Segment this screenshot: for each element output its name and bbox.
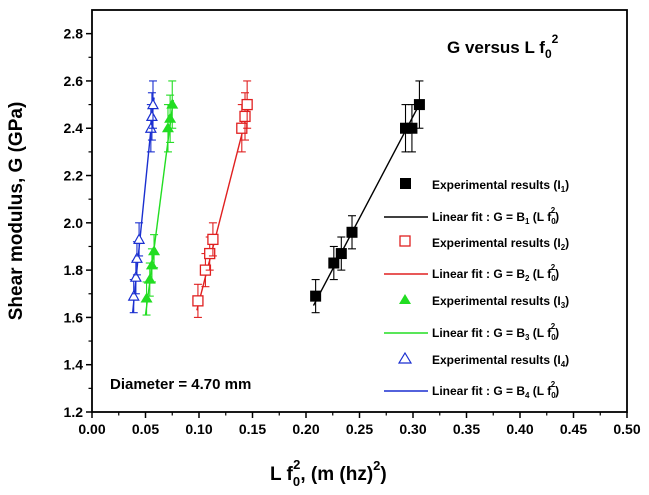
data-point-series-2-6 — [241, 98, 253, 111]
legend-fit-label-series-1: Linear fit : G = B1 (L f02) — [432, 206, 559, 226]
data-point-series-2-3 — [207, 233, 219, 246]
data-point-series-4-1 — [129, 270, 142, 282]
y-tick-label-2: 1.6 — [64, 309, 84, 325]
data-point-series-1-4 — [400, 122, 412, 134]
data-point-series-4-5 — [145, 110, 158, 122]
y-tick-label-1: 1.4 — [64, 357, 84, 373]
y-tick-label-8: 2.8 — [64, 26, 84, 42]
legend-label-series-2: Experimental results (I2) — [432, 236, 569, 252]
legend-marker-series-3 — [399, 294, 411, 304]
x-tick-label-7: 0.35 — [453, 421, 480, 437]
chart-title: G versus L f02 — [447, 32, 559, 61]
x-tick-label-6: 0.30 — [399, 421, 426, 437]
x-tick-label-1: 0.05 — [132, 421, 159, 437]
fit-line-series-1 — [312, 101, 422, 306]
data-point-series-4-3 — [133, 233, 146, 244]
x-tick-label-8: 0.40 — [506, 421, 533, 437]
diameter-annotation: Diameter = 4.70 mm — [110, 376, 251, 393]
legend: Experimental results (I1) Linear fit : G… — [384, 178, 569, 400]
data-point-series-2-5 — [239, 110, 251, 123]
data-point-series-1-2 — [335, 248, 347, 260]
data-point-series-4-2 — [130, 252, 143, 263]
data-point-series-3-3 — [148, 245, 161, 256]
y-tick-label-5: 2.2 — [64, 168, 84, 184]
data-point-series-4-0 — [127, 289, 140, 301]
data-point-series-3-6 — [166, 98, 179, 109]
y-tick-label-4: 2.0 — [64, 215, 84, 231]
x-tick-label-4: 0.20 — [292, 421, 319, 437]
legend-fit-label-series-4: Linear fit : G = B4 (L f02) — [432, 380, 559, 400]
x-tick-label-0: 0.00 — [78, 421, 105, 437]
y-axis-label: Shear modulus, G (GPa) — [6, 102, 27, 321]
y-tick-label-7: 2.6 — [64, 73, 84, 89]
x-tick-label-2: 0.10 — [185, 421, 212, 437]
data-point-series-1-1 — [328, 257, 340, 269]
data-point-series-3-1 — [143, 273, 156, 284]
legend-marker-series-2 — [399, 235, 411, 247]
data-point-series-3-2 — [145, 259, 158, 270]
data-point-series-3-4 — [161, 122, 174, 133]
y-tick-label-6: 2.4 — [64, 120, 84, 136]
data-point-series-2-0 — [192, 295, 204, 307]
data-point-series-3-5 — [164, 112, 177, 123]
x-tick-label-3: 0.15 — [239, 421, 266, 437]
data-point-series-1-5 — [406, 122, 418, 134]
legend-label-series-1: Experimental results (I1) — [432, 178, 569, 194]
data-point-series-1-6 — [413, 99, 425, 111]
y-tick-label-0: 1.2 — [64, 404, 84, 420]
legend-fit-label-series-2: Linear fit : G = B2 (L f02) — [432, 263, 559, 283]
legend-marker-series-1 — [400, 178, 411, 189]
legend-fit-label-series-3: Linear fit : G = B3 (L f02) — [432, 322, 559, 342]
data-point-series-1-0 — [310, 290, 322, 302]
x-tick-label-9: 0.45 — [560, 421, 587, 437]
y-tick-label-3: 1.8 — [64, 262, 84, 278]
data-point-series-4-6 — [146, 98, 160, 110]
legend-label-series-3: Experimental results (I3) — [432, 294, 569, 310]
x-tick-label-10: 0.50 — [613, 421, 640, 437]
legend-marker-series-4 — [397, 351, 413, 364]
legend-label-series-4: Experimental results (I4) — [432, 353, 569, 369]
data-point-series-1-3 — [346, 226, 358, 238]
x-axis-label: L f02, (m (hz)2) — [270, 457, 387, 489]
data-point-series-3-0 — [140, 292, 153, 303]
data-point-series-2-2 — [204, 247, 216, 260]
x-tick-label-5: 0.25 — [346, 421, 373, 437]
